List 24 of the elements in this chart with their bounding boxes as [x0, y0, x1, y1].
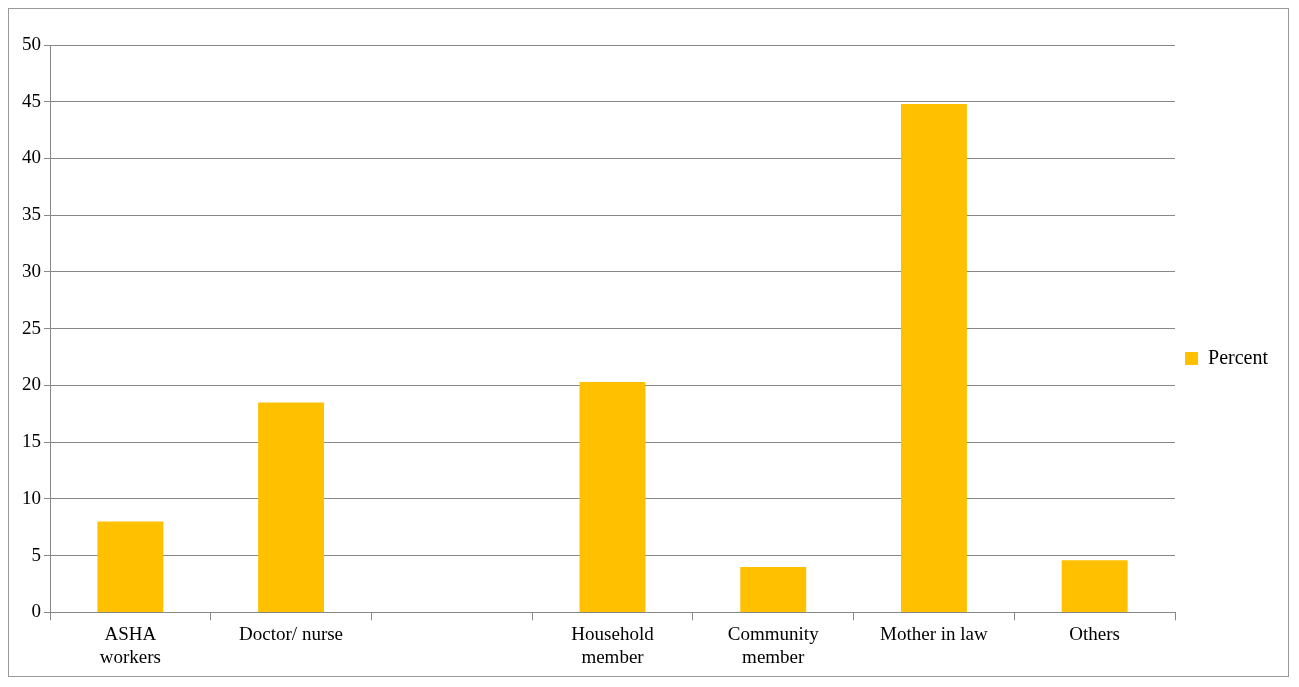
y-tick-label: 30 — [22, 259, 41, 281]
y-tick-label: 0 — [31, 600, 41, 622]
x-tick-label: ASHA workers — [99, 622, 161, 667]
x-tick-label: Mother in law — [880, 622, 989, 644]
y-tick-label: 25 — [22, 316, 41, 338]
y-tick-label: 10 — [22, 486, 41, 508]
x-tick-label: Community member — [727, 622, 820, 667]
y-tick-label: 15 — [22, 430, 41, 452]
legend-label: Percent — [1208, 345, 1269, 368]
bar — [97, 521, 164, 612]
bar — [258, 402, 325, 612]
bar — [1061, 560, 1128, 612]
y-tick-label: 50 — [22, 32, 41, 54]
y-tick-label: 35 — [22, 203, 41, 225]
y-tick-label: 5 — [31, 543, 41, 565]
x-tick-label: Others — [1069, 622, 1120, 644]
bar — [740, 567, 807, 612]
bar — [901, 104, 967, 612]
y-tick-label: 45 — [22, 89, 41, 111]
y-tick-label: 40 — [22, 146, 41, 168]
x-tick-label: Doctor/ nurse — [239, 622, 344, 644]
y-tick-label: 20 — [22, 373, 41, 395]
x-tick-label: Household member — [571, 622, 655, 667]
bar — [579, 382, 646, 612]
